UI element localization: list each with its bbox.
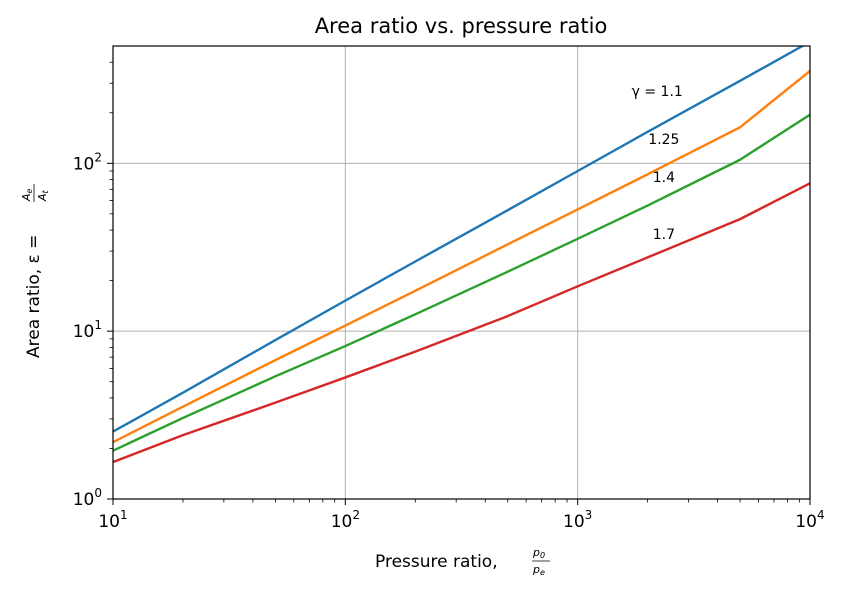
x-axis-label: Pressure ratio, p0 pe <box>375 546 550 577</box>
y-tick-label: 100 <box>73 486 102 510</box>
x-frac-den: pe <box>532 563 545 577</box>
series-label-1: 1.25 <box>648 132 679 148</box>
x-tick-label: 104 <box>795 508 824 532</box>
x-tick-label: 102 <box>331 508 360 532</box>
minor-ticks <box>109 61 800 503</box>
x-axis-label-text: Pressure ratio, <box>375 552 498 572</box>
series-label-0: γ = 1.1 <box>632 84 683 100</box>
chart-title: Area ratio vs. pressure ratio <box>315 14 608 38</box>
series-lines <box>113 46 810 464</box>
series-line-0 <box>113 46 805 433</box>
x-tick-label: 103 <box>563 508 592 532</box>
series-label-2: 1.4 <box>653 170 675 186</box>
series-line-3 <box>113 182 810 464</box>
y-tick-label: 102 <box>73 150 102 174</box>
y-frac-num: Ae <box>20 188 34 202</box>
y-tick-label: 101 <box>73 318 102 342</box>
series-line-1 <box>113 70 810 444</box>
series-label-3: 1.7 <box>653 227 675 243</box>
x-frac-num: p0 <box>532 546 545 560</box>
grid <box>112 46 811 499</box>
y-axis-label-fraction: Ae At <box>20 184 50 202</box>
y-axis-label-text: Area ratio, ε = <box>24 235 44 358</box>
plot-frame <box>112 45 811 500</box>
x-axis-label-fraction: p0 pe <box>532 546 550 577</box>
series-line-2 <box>113 113 810 452</box>
y-frac-den: At <box>36 189 50 202</box>
x-tick-label: 101 <box>98 508 127 532</box>
series-labels: γ = 1.1 1.25 1.4 1.7 <box>632 84 683 243</box>
y-axis-label: Area ratio, ε = Ae At <box>20 184 50 358</box>
